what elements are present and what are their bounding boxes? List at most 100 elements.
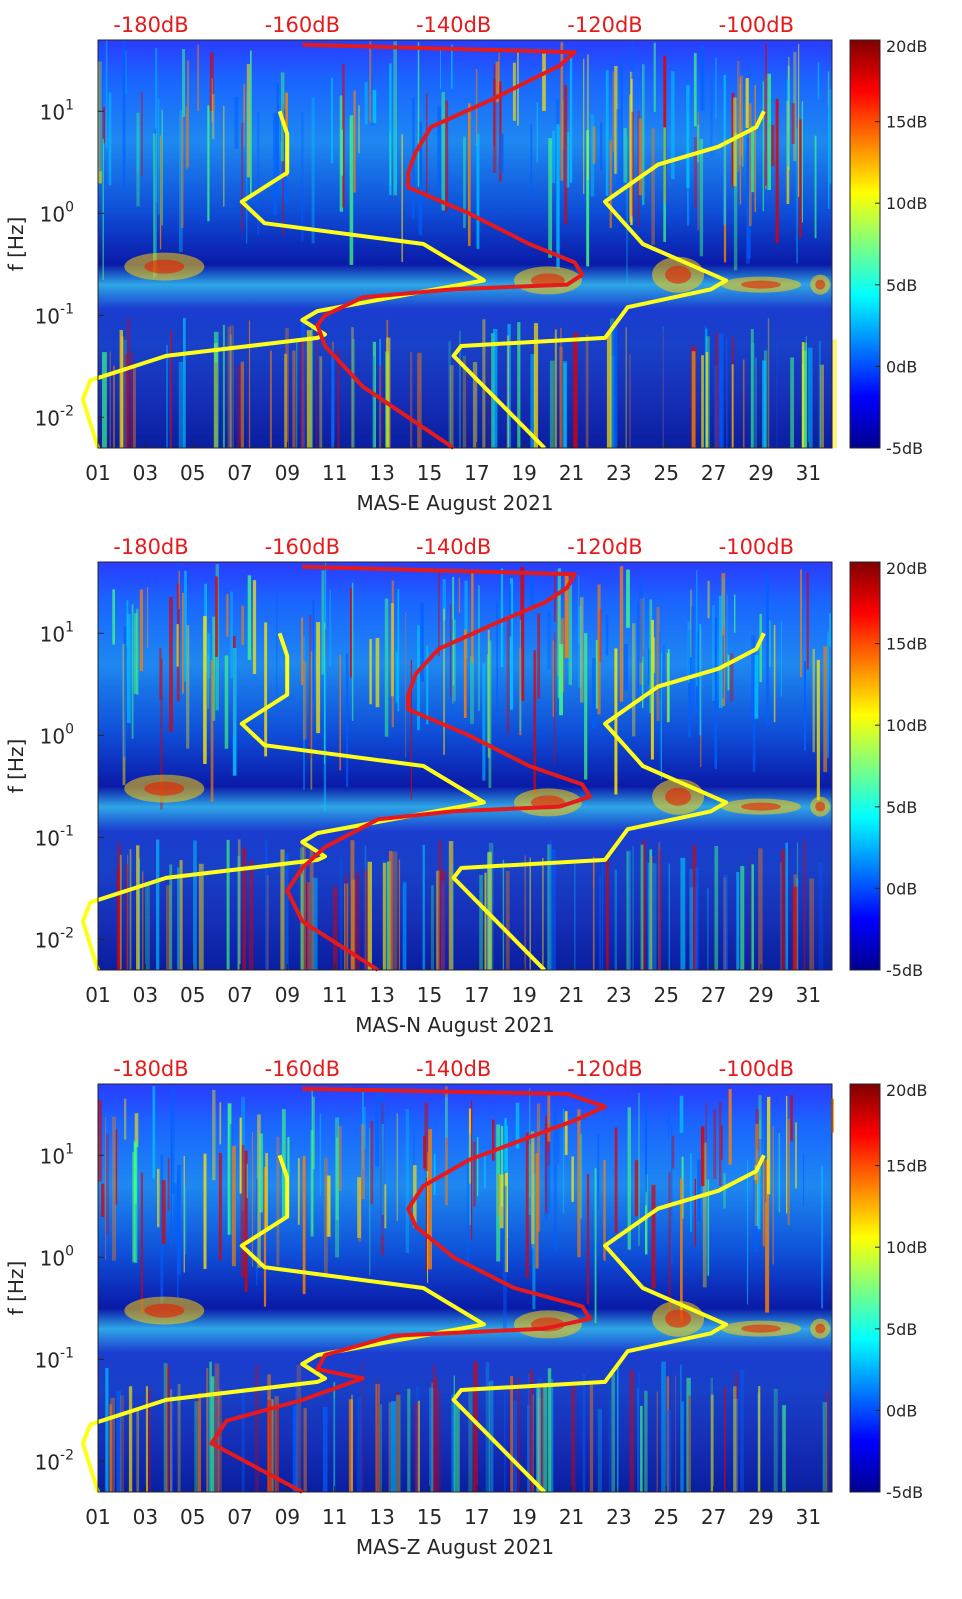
colorbar-tick-label: -5dB (886, 961, 923, 980)
top-db-tick-label: -140dB (416, 1057, 491, 1081)
y-tick-label: 10-2 (35, 403, 74, 430)
x-tick-label: 29 (748, 461, 773, 485)
x-tick-label: 27 (701, 1505, 726, 1529)
y-tick-label: 101 (40, 97, 74, 124)
colorbar-tick-label: 15dB (886, 113, 928, 132)
x-tick-label: 27 (701, 461, 726, 485)
x-tick-label: 09 (275, 461, 300, 485)
spectrogram-panel-1: 01 03 05 07 09 11 13 15 17 19 21 23 25 27 29 31 10-2 10-1… (4, 13, 928, 515)
x-tick-label: 27 (701, 983, 726, 1007)
x-tick-label: 19 (511, 983, 536, 1007)
x-tick-label: 17 (464, 1505, 489, 1529)
colorbar-tick-label: 0dB (886, 879, 917, 898)
x-tick-label: 13 (369, 983, 394, 1007)
colorbar-tick-label: 10dB (886, 1238, 928, 1257)
axes-box (97, 561, 833, 971)
top-db-tick-label: -120dB (567, 1057, 642, 1081)
x-tick-label: 21 (559, 983, 584, 1007)
x-tick-label: 11 (322, 983, 347, 1007)
colorbar-tick-label: 10dB (886, 194, 928, 213)
x-tick-label: 19 (511, 1505, 536, 1529)
colorbar-tick-label: -5dB (886, 439, 923, 458)
x-tick-label: 09 (275, 983, 300, 1007)
top-db-tick-label: -140dB (416, 535, 491, 559)
x-tick-label: 19 (511, 461, 536, 485)
x-axis-label: MAS-Z August 2021 (356, 1535, 554, 1559)
x-tick-label: 11 (322, 461, 347, 485)
x-tick-label: 11 (322, 1505, 347, 1529)
y-tick-label: 101 (40, 1141, 74, 1168)
colorbar (849, 561, 881, 971)
x-tick-label: 29 (748, 1505, 773, 1529)
yellow-low-noise-model-curve (80, 110, 486, 449)
x-tick-label: 17 (464, 983, 489, 1007)
x-tick-label: 23 (606, 1505, 631, 1529)
x-axis-label: MAS-N August 2021 (355, 1013, 554, 1037)
x-tick-label: 01 (85, 461, 110, 485)
colorbar-tick-label: 5dB (886, 798, 917, 817)
x-tick-label: 23 (606, 983, 631, 1007)
colorbar-tick-label: 15dB (886, 1157, 928, 1176)
y-tick-label: 101 (40, 619, 74, 646)
top-db-tick-label: -160dB (265, 535, 340, 559)
x-tick-label: 25 (654, 1505, 679, 1529)
spectrogram-texture (112, 562, 831, 970)
x-tick-label: 31 (796, 983, 821, 1007)
y-axis-label: f [Hz] (4, 1261, 28, 1316)
spectrogram-panel-3: 01 03 05 07 09 11 13 15 17 19 21 23 25 27 29 31 10-2 10-1… (4, 1057, 928, 1559)
colorbar-tick-label: 0dB (886, 1401, 917, 1420)
red-noise-level-curve (302, 42, 585, 450)
yellow-low-noise-model-curve (80, 1154, 486, 1493)
x-tick-label: 15 (417, 461, 442, 485)
red-noise-level-curve (285, 564, 592, 972)
yellow-low-noise-model-curve (80, 632, 486, 971)
x-axis-label: MAS-E August 2021 (356, 491, 553, 515)
yellow-high-noise-model-curve (451, 110, 766, 450)
top-db-tick-label: -160dB (265, 13, 340, 37)
x-tick-label: 13 (369, 461, 394, 485)
y-tick-label: 10-2 (35, 1447, 74, 1474)
spectrogram-texture (98, 1086, 834, 1492)
x-tick-label: 21 (559, 1505, 584, 1529)
colorbar-tick-label: 0dB (886, 357, 917, 376)
spectrogram-texture (98, 40, 837, 448)
colorbar-tick-label: 20dB (886, 1081, 928, 1100)
x-tick-label: 03 (133, 983, 158, 1007)
top-db-tick-label: -180dB (113, 535, 188, 559)
y-tick-label: 10-1 (35, 301, 74, 328)
colorbar-tick-label: -5dB (886, 1483, 923, 1502)
yellow-high-noise-model-curve (451, 632, 766, 972)
x-tick-label: 09 (275, 1505, 300, 1529)
x-tick-label: 05 (180, 1505, 205, 1529)
x-tick-label: 15 (417, 983, 442, 1007)
red-noise-level-curve (209, 1086, 607, 1494)
y-tick-label: 100 (40, 199, 74, 226)
top-db-tick-label: -120dB (567, 13, 642, 37)
y-axis-label: f [Hz] (4, 739, 28, 794)
x-tick-label: 05 (180, 461, 205, 485)
top-db-tick-label: -180dB (113, 1057, 188, 1081)
x-tick-label: 29 (748, 983, 773, 1007)
x-tick-label: 17 (464, 461, 489, 485)
top-db-tick-label: -100dB (719, 535, 794, 559)
axes-box (97, 39, 833, 449)
top-db-tick-label: -120dB (567, 535, 642, 559)
top-db-tick-label: -140dB (416, 13, 491, 37)
y-tick-label: 10-2 (35, 925, 74, 952)
spectrogram-panel-2: 01 03 05 07 09 11 13 15 17 19 21 23 25 27 29 31 10-2 10-1… (4, 535, 928, 1037)
colorbar-tick-label: 10dB (886, 716, 928, 735)
x-tick-label: 03 (133, 461, 158, 485)
colorbar (849, 39, 881, 449)
axes-box (97, 1083, 833, 1493)
y-tick-label: 10-1 (35, 823, 74, 850)
spectrogram-background (98, 40, 832, 448)
x-tick-label: 05 (180, 983, 205, 1007)
spectrogram-background (98, 1084, 832, 1492)
x-tick-label: 25 (654, 983, 679, 1007)
x-tick-label: 01 (85, 983, 110, 1007)
x-tick-label: 15 (417, 1505, 442, 1529)
y-tick-label: 100 (40, 721, 74, 748)
colorbar-tick-label: 5dB (886, 1320, 917, 1339)
x-tick-label: 07 (227, 461, 252, 485)
